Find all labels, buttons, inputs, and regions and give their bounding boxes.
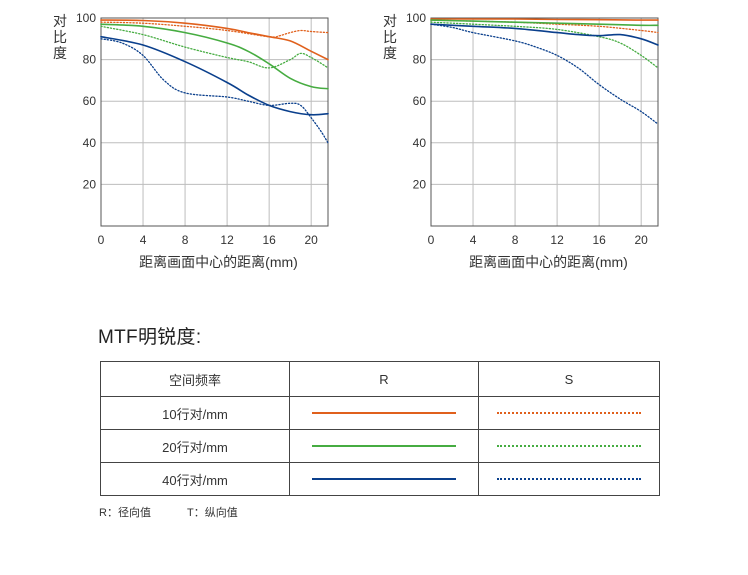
legend-r-cell xyxy=(289,396,479,430)
x-tick-label: 8 xyxy=(512,233,519,247)
series-line-20-r xyxy=(100,23,329,90)
y-axis-label-char: 度 xyxy=(53,45,67,61)
y-tick-label: 40 xyxy=(83,136,97,150)
legend-row-40: 40行对/mm xyxy=(100,462,660,496)
x-tick-label: 12 xyxy=(220,233,234,247)
y-axis-label-char: 比 xyxy=(53,29,67,45)
series-line-20-s xyxy=(430,21,659,69)
y-axis-label-char: 对 xyxy=(383,13,397,29)
legend-row-20: 20行对/mm xyxy=(100,429,660,463)
x-tick-label: 16 xyxy=(262,233,276,247)
mtf-heading: MTF明锐度: xyxy=(98,327,202,348)
series-line-20-s xyxy=(100,25,329,69)
x-tick-label: 4 xyxy=(470,233,477,247)
plot-frame xyxy=(430,17,659,227)
x-tick-label: 8 xyxy=(182,233,189,247)
y-tick-label: 80 xyxy=(83,53,97,67)
y-tick-label: 80 xyxy=(413,53,427,67)
x-tick-label: 20 xyxy=(305,233,319,247)
y-tick-label: 40 xyxy=(413,136,427,150)
x-tick-label: 20 xyxy=(635,233,649,247)
plot-frame xyxy=(100,17,329,227)
legend-swatch-40-r xyxy=(312,478,456,480)
legend-s-cell xyxy=(478,396,660,430)
series-line-40-s xyxy=(430,23,659,125)
x-tick-label: 12 xyxy=(550,233,564,247)
series-line-10-r xyxy=(430,18,659,21)
x-tick-label: 4 xyxy=(140,233,147,247)
header-frequency: 空间频率 xyxy=(100,361,290,397)
legend-r-cell xyxy=(289,462,479,496)
x-tick-label: 16 xyxy=(592,233,606,247)
legend-row-10: 10行对/mm xyxy=(100,396,660,430)
series-line-10-r xyxy=(100,19,329,61)
header-r: R xyxy=(289,361,479,397)
y-tick-label: 60 xyxy=(413,94,427,108)
y-axis-label-char: 度 xyxy=(383,45,397,61)
x-tick-label: 0 xyxy=(428,233,435,247)
series-line-40-r xyxy=(430,23,659,46)
header-s: S xyxy=(478,361,660,397)
x-axis-label: 距离画面中心的距离(mm) xyxy=(139,254,298,270)
x-axis-label: 距离画面中心的距离(mm) xyxy=(469,254,628,270)
legend-s-cell xyxy=(478,462,660,496)
y-axis-label-char: 比 xyxy=(383,29,397,45)
legend-swatch-40-s xyxy=(497,478,641,480)
legend-header-row: 空间频率 R S xyxy=(100,361,660,397)
y-tick-label: 100 xyxy=(406,11,426,25)
series-line-40-s xyxy=(100,38,329,144)
y-tick-label: 20 xyxy=(413,177,427,191)
note-tangential: T：纵向值 xyxy=(187,507,238,519)
y-tick-label: 100 xyxy=(76,11,96,25)
legend-swatch-20-r xyxy=(312,445,456,447)
series-line-40-r xyxy=(100,35,329,116)
legend-s-cell xyxy=(478,429,660,463)
y-tick-label: 60 xyxy=(83,94,97,108)
legend-swatch-20-s xyxy=(497,445,641,447)
note-radial: R：径向值 xyxy=(99,507,151,519)
series-line-10-s xyxy=(100,21,329,38)
legend-swatch-10-r xyxy=(312,412,456,414)
y-tick-label: 20 xyxy=(83,177,97,191)
legend-swatch-10-s xyxy=(497,412,641,414)
x-tick-label: 0 xyxy=(98,233,105,247)
legend-row-label: 20行对/mm xyxy=(100,429,290,463)
legend-row-label: 10行对/mm xyxy=(100,396,290,430)
series-line-20-r xyxy=(430,19,659,27)
mtf-legend-table: 空间频率 R S 10行对/mm 20行对/mm 40行对/mm xyxy=(100,361,660,496)
legend-r-cell xyxy=(289,429,479,463)
y-axis-label-char: 对 xyxy=(53,13,67,29)
legend-row-label: 40行对/mm xyxy=(100,462,290,496)
